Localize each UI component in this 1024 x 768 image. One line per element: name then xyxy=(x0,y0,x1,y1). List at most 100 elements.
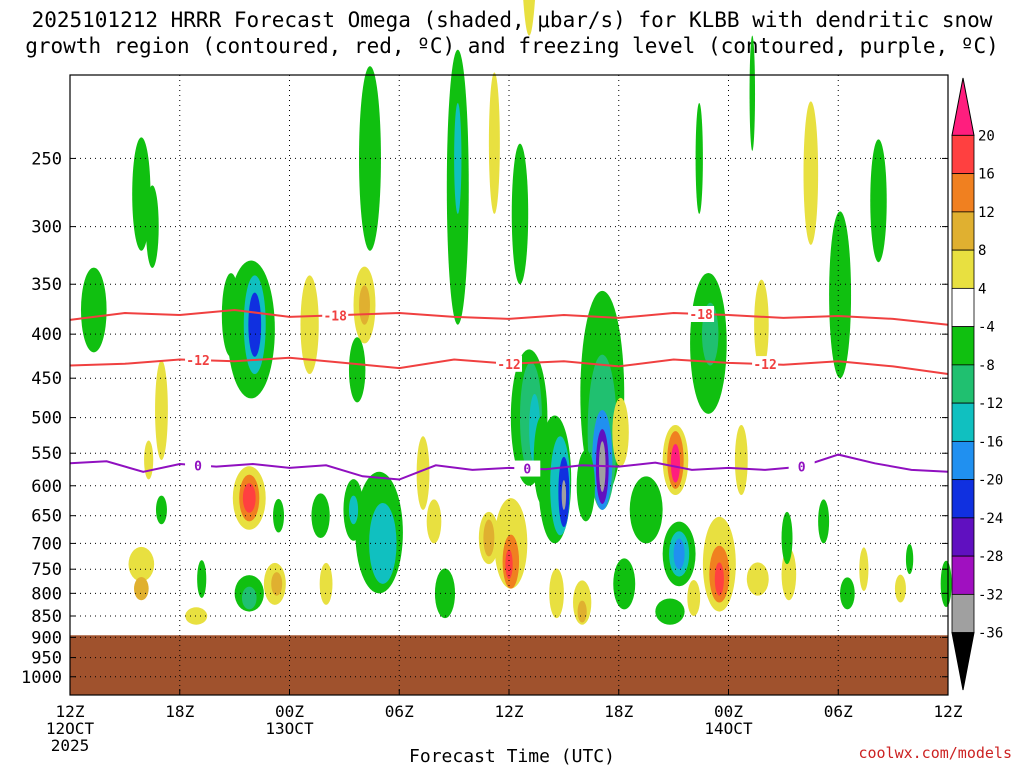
omega-blob-9-2 xyxy=(248,292,262,357)
omega-blob-4-0 xyxy=(128,546,155,582)
omega-blob-50-0 xyxy=(749,35,756,151)
omega-blob-15-0 xyxy=(300,275,319,375)
colorbar-bin-3 xyxy=(951,211,975,251)
omega-blob-62-0 xyxy=(781,511,793,565)
colorbar-label-3: 8 xyxy=(978,243,986,259)
omega-blob-59-0 xyxy=(894,574,906,603)
colorbar-bin-1 xyxy=(951,134,975,175)
omega-blob-58-0 xyxy=(870,139,887,263)
y-tick-label-600: 600 xyxy=(31,477,62,497)
y-tick-label-350: 350 xyxy=(31,275,62,295)
credit-link[interactable]: coolwx.com/models xyxy=(858,744,1012,762)
y-tick-label-1000: 1000 xyxy=(21,668,62,688)
omega-blob-23-0 xyxy=(426,499,442,544)
dgz-warm-label-bg-0 xyxy=(185,352,212,369)
freezing-level-label-2: 0 xyxy=(798,461,806,476)
colorbar-label-12: -32 xyxy=(978,587,1003,603)
omega-blob-29-0 xyxy=(523,0,536,36)
omega-blob-40-0 xyxy=(613,558,636,610)
y-tick-label-750: 750 xyxy=(31,560,62,580)
y-tick-label-950: 950 xyxy=(31,649,62,669)
colorbar: 20 16 12 8 4 -4 -8 -12 -16 -20 -24 -28 -32 -36 xyxy=(951,77,1003,691)
omega-blob-4-1 xyxy=(134,576,149,601)
y-tick-label-250: 250 xyxy=(31,149,62,169)
x-tick-label-8-0: 12Z xyxy=(934,702,963,721)
x-tick-label-2-0: 00Z xyxy=(275,702,304,721)
omega-blob-17-0 xyxy=(319,562,333,605)
colorbar-bin-4 xyxy=(951,249,975,289)
y-tick-label-450: 450 xyxy=(31,369,62,389)
omega-blob-11-2 xyxy=(242,483,256,513)
y-tick-label-800: 800 xyxy=(31,584,62,604)
omega-blob-13-1 xyxy=(271,572,283,596)
dgz-cold-label-1: -18 xyxy=(689,308,713,323)
colorbar-bin-6 xyxy=(951,326,975,366)
omega-blob-20-0 xyxy=(348,337,366,403)
colorbar-bin-8 xyxy=(951,402,975,442)
omega-blob-39-0 xyxy=(612,397,629,467)
omega-blob-57-0 xyxy=(859,547,869,591)
omega-blob-18-1 xyxy=(359,285,370,325)
freezing-level-label-bg-2 xyxy=(788,458,815,475)
colorbar-bin-5 xyxy=(951,287,975,328)
y-tick-label-700: 700 xyxy=(31,534,62,554)
omega-blob-45-0 xyxy=(687,579,701,616)
y-tick-label-850: 850 xyxy=(31,607,62,627)
y-tick-label-300: 300 xyxy=(31,218,62,238)
colorbar-bin-10 xyxy=(951,479,975,519)
chart-title-line-2: growth region (contoured, red, ºC) and f… xyxy=(25,34,999,58)
colorbar-label-2: 12 xyxy=(978,205,995,221)
omega-blob-48-0 xyxy=(695,102,703,214)
omega-blob-7-0 xyxy=(197,560,207,598)
omega-blob-28-0 xyxy=(511,143,529,285)
omega-blob-44-0 xyxy=(655,598,685,625)
colorbar-bin-2 xyxy=(951,173,975,213)
omega-blob-49-0 xyxy=(754,279,769,370)
colorbar-label-1: 16 xyxy=(978,167,995,183)
dgz-cold-label-0: -18 xyxy=(323,309,347,324)
omega-blob-21-2 xyxy=(373,536,389,582)
colorbar-label-13: -36 xyxy=(978,626,1003,642)
colorbar-bottom-arrow xyxy=(951,632,975,691)
x-tick-label-6-1: 14OCT xyxy=(704,719,753,738)
omega-blob-2-0 xyxy=(144,440,154,480)
omega-blob-31-2 xyxy=(505,549,513,580)
freezing-level-label-1: 0 xyxy=(523,463,531,478)
omega-blob-60-0 xyxy=(940,560,952,608)
y-tick-label-650: 650 xyxy=(31,507,62,527)
colorbar-bin-9 xyxy=(951,440,975,481)
axes: 2503003504004505005506006507007508008509… xyxy=(21,74,963,755)
colorbar-label-7: -12 xyxy=(978,396,1003,412)
colorbar-label-5: -4 xyxy=(978,320,995,336)
omega-blob-0-0 xyxy=(80,267,107,353)
omega-blob-5-0 xyxy=(155,360,168,460)
omega-blob-56-0 xyxy=(840,577,855,610)
omega-blob-63-0 xyxy=(905,544,914,575)
colorbar-label-9: -20 xyxy=(978,473,1003,489)
colorbar-label-6: -8 xyxy=(978,358,995,374)
x-tick-label-7-0: 06Z xyxy=(824,702,853,721)
omega-blob-6-0 xyxy=(155,495,167,525)
dgz-cold-line xyxy=(69,308,949,326)
omega-blob-41-0 xyxy=(629,476,663,544)
omega-blob-55-0 xyxy=(818,499,830,544)
omega-blob-25-1 xyxy=(454,102,462,214)
colorbar-label-0: 20 xyxy=(978,128,995,144)
omega-blob-1-0 xyxy=(132,137,151,251)
omega-blob-34-3 xyxy=(561,480,567,510)
colorbar-label-11: -28 xyxy=(978,549,1003,565)
x-tick-label-4-0: 12Z xyxy=(495,702,524,721)
x-tick-label-0-0: 12Z xyxy=(56,702,85,721)
x-axis-title: Forecast Time (UTC) xyxy=(409,746,615,767)
omega-blob-19-0 xyxy=(359,66,381,251)
omega-blob-35-0 xyxy=(549,568,564,619)
y-tick-label-550: 550 xyxy=(31,444,62,464)
omega-blob-54-0 xyxy=(829,211,852,379)
colorbar-bin-7 xyxy=(951,364,975,404)
x-tick-label-6-0: 00Z xyxy=(714,702,743,721)
x-tick-label-5-0: 18Z xyxy=(604,702,633,721)
colorbar-bin-13 xyxy=(951,593,975,634)
dgz-warm-label-1: -12 xyxy=(497,358,520,373)
contour-lines: -18 -18 -12 -12 -12 0 0 0 xyxy=(69,305,949,481)
omega-blob-61-0 xyxy=(746,562,769,596)
